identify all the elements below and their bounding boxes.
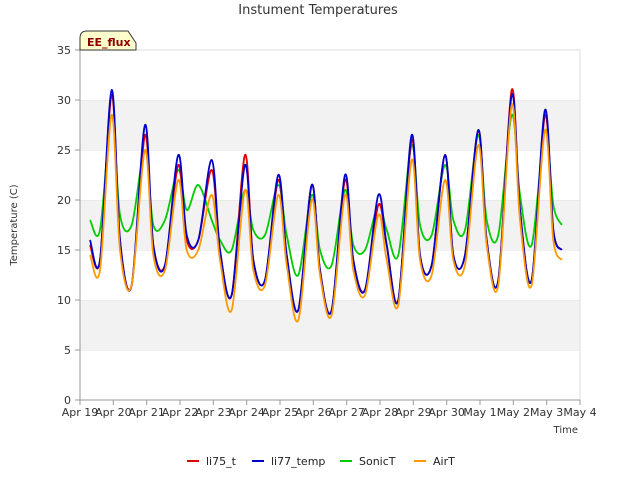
legend-label: SonicT — [359, 455, 396, 468]
x-tick-label: May 3 — [530, 406, 563, 419]
grid-band — [80, 50, 580, 100]
legend-label: li75_t — [206, 455, 237, 468]
series-line-airt — [89, 103, 563, 323]
x-axis-label: Time — [553, 425, 578, 436]
y-axis-ticks: 0 5 10 15 20 25 30 35 — [57, 44, 80, 407]
x-tick-label: Apr 30 — [428, 406, 465, 419]
x-tick-label: Apr 29 — [395, 406, 432, 419]
y-tick-label: 25 — [57, 144, 71, 157]
grid-band — [80, 300, 580, 350]
legend: li75_t li77_temp SonicT AirT — [187, 455, 455, 468]
y-tick-label: 5 — [64, 344, 71, 357]
x-tick-label: May 4 — [563, 406, 596, 419]
x-tick-label: Apr 27 — [328, 406, 365, 419]
y-tick-label: 30 — [57, 94, 71, 107]
legend-label: AirT — [433, 455, 455, 468]
y-tick-label: 0 — [64, 394, 71, 407]
x-tick-label: Apr 24 — [228, 406, 265, 419]
y-tick-label: 10 — [57, 294, 71, 307]
x-tick-label: May 2 — [497, 406, 530, 419]
x-tick-label: Apr 22 — [162, 406, 199, 419]
x-tick-label: Apr 28 — [362, 406, 399, 419]
site-badge: EE_flux — [79, 30, 137, 51]
x-tick-label: Apr 23 — [195, 406, 232, 419]
y-tick-label: 35 — [57, 44, 71, 57]
grid-band — [80, 350, 580, 400]
background-bands — [80, 49, 580, 400]
grid-band — [80, 100, 580, 150]
y-tick-label: 20 — [57, 194, 71, 207]
y-tick-label: 15 — [57, 244, 71, 257]
series-lines — [89, 88, 563, 323]
site-badge-label: EE_flux — [87, 36, 131, 49]
x-tick-label: Apr 21 — [128, 406, 165, 419]
y-axis-label: Temperature (C) — [9, 184, 20, 266]
chart-title: Instument Temperatures — [238, 3, 398, 18]
x-tick-label: Apr 26 — [295, 406, 332, 419]
grid-band — [80, 150, 580, 200]
x-tick-label: Apr 20 — [95, 406, 132, 419]
series-line-sonict — [89, 114, 563, 277]
x-tick-label: Apr 25 — [262, 406, 299, 419]
legend-label: li77_temp — [271, 455, 325, 468]
x-tick-label: Apr 19 — [62, 406, 99, 419]
x-tick-label: May 1 — [463, 406, 496, 419]
